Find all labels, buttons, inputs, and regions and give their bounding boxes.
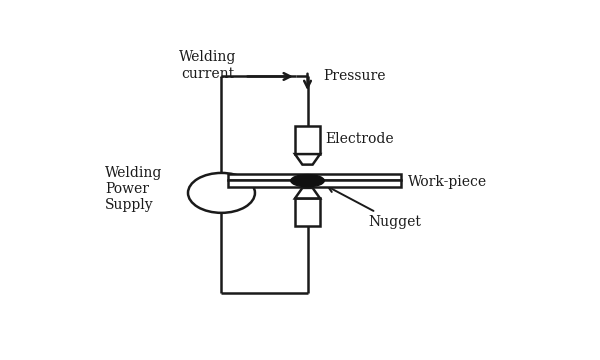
Bar [229, 174, 401, 180]
Bar [229, 180, 401, 187]
Polygon shape [295, 154, 320, 165]
Text: Work-piece: Work-piece [407, 175, 487, 189]
Text: Welding
Power
Supply: Welding Power Supply [105, 166, 163, 212]
Text: Pressure: Pressure [324, 69, 386, 84]
Bar [295, 126, 320, 154]
Bar [295, 198, 320, 226]
Text: Nugget: Nugget [328, 187, 421, 229]
Text: Welding
current: Welding current [179, 50, 236, 81]
Text: Electrode: Electrode [325, 132, 394, 146]
Ellipse shape [291, 175, 324, 187]
Polygon shape [295, 188, 320, 198]
